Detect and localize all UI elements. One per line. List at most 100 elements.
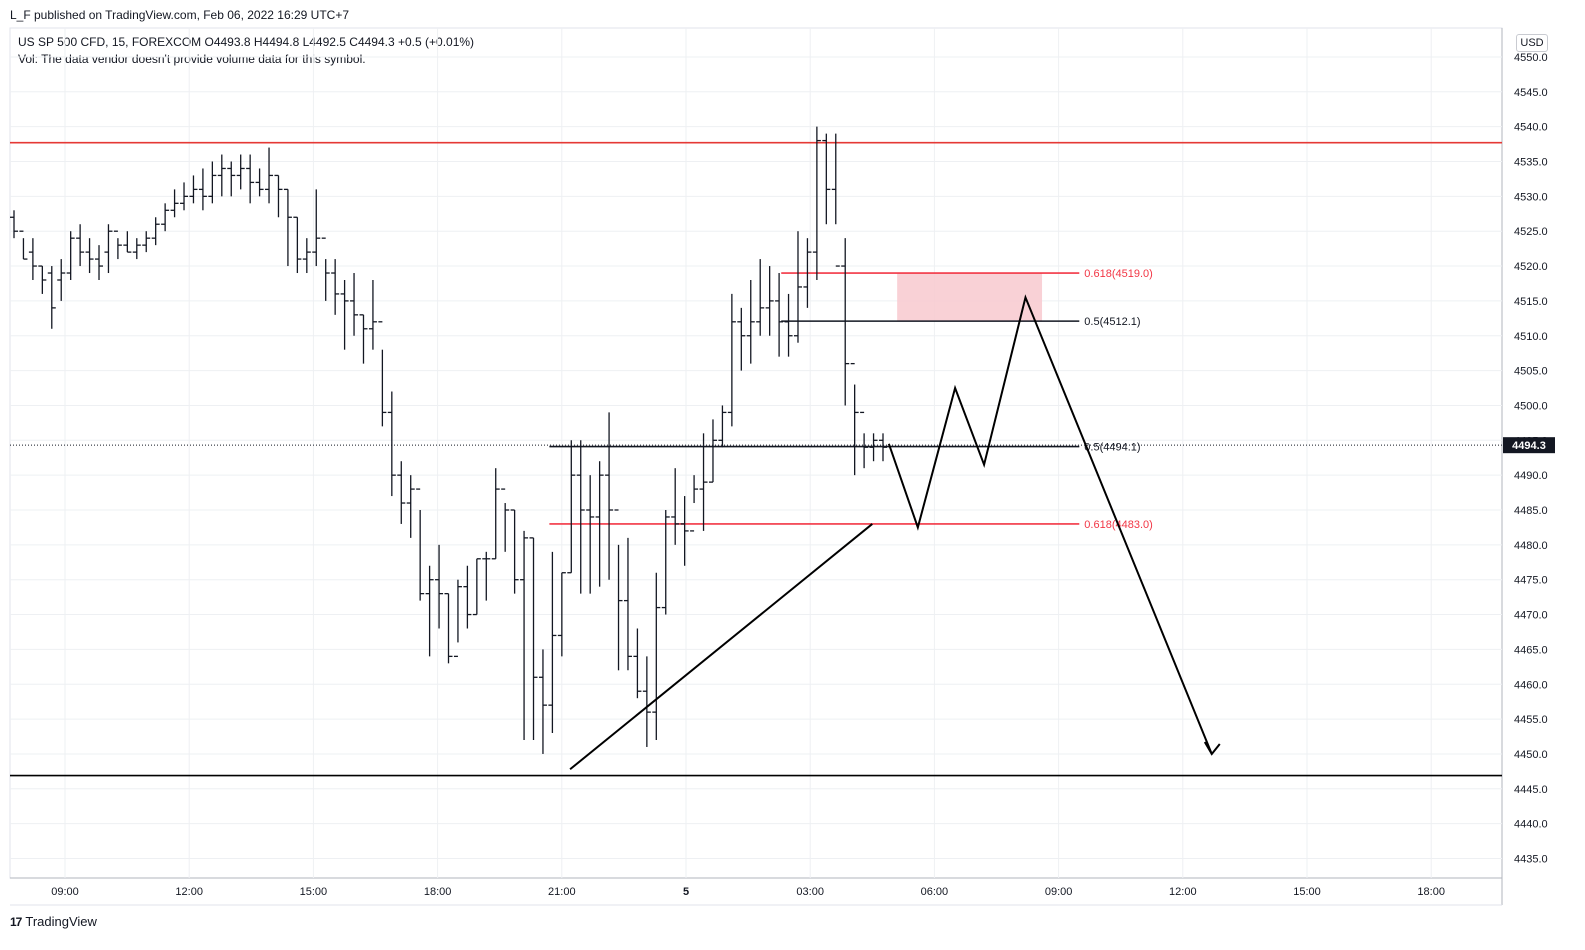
ohlc-bar <box>586 475 595 594</box>
ohlc-bar <box>170 189 179 218</box>
price-tick-label: 4490.0 <box>1514 470 1548 482</box>
tradingview-brand: TradingView <box>25 914 97 929</box>
ohlc-bar <box>793 231 802 343</box>
ohlc-bar <box>151 217 160 246</box>
ohlc-bar <box>699 433 708 531</box>
ohlc-bar <box>340 279 349 350</box>
ohlc-bar <box>217 154 226 197</box>
ohlc-bar <box>85 238 94 274</box>
ohlc-bar <box>718 405 727 448</box>
ohlc-bar <box>614 509 623 671</box>
ohlc-bar <box>435 544 444 629</box>
plot-frame <box>9 27 1503 879</box>
ohlc-bar <box>274 174 283 218</box>
ohlc-bar <box>491 468 500 560</box>
ohlc-bar <box>633 628 642 699</box>
ohlc-bar <box>860 411 869 469</box>
price-tick-label: 4470.0 <box>1514 610 1548 622</box>
ohlc-bar <box>321 237 330 301</box>
ohlc-bar <box>227 161 236 197</box>
ohlc-bar <box>19 230 28 260</box>
ohlc-bar <box>680 496 689 566</box>
ohlc-bar <box>538 649 547 754</box>
volume-legend: Vol: The data vendor doesn't provide vol… <box>18 52 366 66</box>
price-tick-label: 4435.0 <box>1514 854 1548 866</box>
projection-arrow-head <box>1203 741 1221 756</box>
ohlc-bar <box>255 168 264 197</box>
ohlc-bar <box>520 530 529 741</box>
ohlc-bar <box>57 259 66 301</box>
ohlc-bar <box>76 224 85 267</box>
ohlc-bar <box>822 133 831 225</box>
ohlc-bar <box>652 572 661 741</box>
time-tick-label: 5 <box>683 886 689 898</box>
price-tick-label: 4510.0 <box>1514 331 1548 343</box>
ohlc-bar <box>482 551 491 601</box>
ohlc-bar <box>567 440 576 574</box>
ohlc-bar <box>869 433 878 462</box>
ohlc-bar <box>557 572 566 657</box>
price-tick-label: 4465.0 <box>1514 644 1548 656</box>
ohlc-bar <box>576 440 585 594</box>
time-tick-label: 12:00 <box>175 886 203 898</box>
ohlc-bar <box>283 188 292 267</box>
ohlc-bar <box>236 154 245 190</box>
projection-path <box>887 294 1213 755</box>
ohlc-bar <box>95 245 104 280</box>
price-tick-label: 4445.0 <box>1514 784 1548 796</box>
last-price-label: 4494.3 <box>1512 440 1546 452</box>
price-tick-label: 4500.0 <box>1514 400 1548 412</box>
price-tick-label: 4520.0 <box>1514 261 1548 273</box>
ohlc-bar <box>746 279 755 364</box>
trendline <box>569 523 873 771</box>
ohlc-bar <box>453 579 462 658</box>
price-tick-label: 4460.0 <box>1514 679 1548 691</box>
ohlc-bar <box>198 168 207 211</box>
price-tick-label: 4505.0 <box>1514 366 1548 378</box>
ohlc-bar <box>350 273 359 336</box>
fib-level-label: 0.5(4512.1) <box>1084 316 1140 328</box>
time-tick-label: 15:00 <box>1293 886 1321 898</box>
price-tick-label: 4440.0 <box>1514 819 1548 831</box>
ohlc-bar <box>671 468 680 545</box>
ohlc-bar <box>765 266 774 336</box>
ohlc-bar <box>831 133 840 267</box>
price-tick-label: 4455.0 <box>1514 714 1548 726</box>
ohlc-bar <box>208 161 217 204</box>
ohlc-bar <box>66 231 75 280</box>
ohlc-bar <box>548 551 557 734</box>
symbol-legend[interactable]: US SP 500 CFD, 15, FOREXCOM O4493.8 H449… <box>18 35 475 49</box>
ohlc-bar <box>38 265 47 294</box>
time-tick-label: 15:00 <box>300 886 328 898</box>
ohlc-bar <box>104 224 113 274</box>
publisher-line: L_F published on TradingView.com, Feb 06… <box>10 8 349 22</box>
ohlc-bar <box>359 314 368 364</box>
time-tick-label: 09:00 <box>51 886 79 898</box>
last-price-badge <box>1503 437 1555 454</box>
ohlc-bar <box>661 510 670 615</box>
price-tick-label: 4545.0 <box>1514 87 1548 99</box>
ohlc-bar <box>265 147 274 204</box>
ohlc-bar <box>510 509 519 594</box>
ohlc-bar <box>623 537 632 671</box>
ohlc-bar <box>293 216 302 274</box>
time-tick-label: 18:00 <box>424 886 452 898</box>
ohlc-bar <box>132 238 141 260</box>
time-tick-label: 03:00 <box>796 886 824 898</box>
ohlc-bar <box>727 293 736 427</box>
ohlc-bar <box>708 419 717 483</box>
ohlc-bar <box>302 238 311 274</box>
ohlc-bar <box>642 656 651 747</box>
time-tick-label: 09:00 <box>1045 886 1073 898</box>
price-tick-label: 4480.0 <box>1514 540 1548 552</box>
ohlc-bar <box>416 488 425 601</box>
ohlc-bar <box>368 279 377 350</box>
price-tick-label: 4530.0 <box>1514 191 1548 203</box>
currency-button[interactable]: USD <box>1516 34 1548 52</box>
footer-brand[interactable]: 17 TradingView <box>10 914 97 929</box>
ohlc-bar <box>406 475 415 538</box>
supply-zone <box>897 273 1043 322</box>
ohlc-bar <box>444 592 453 664</box>
ohlc-bar <box>397 461 406 524</box>
